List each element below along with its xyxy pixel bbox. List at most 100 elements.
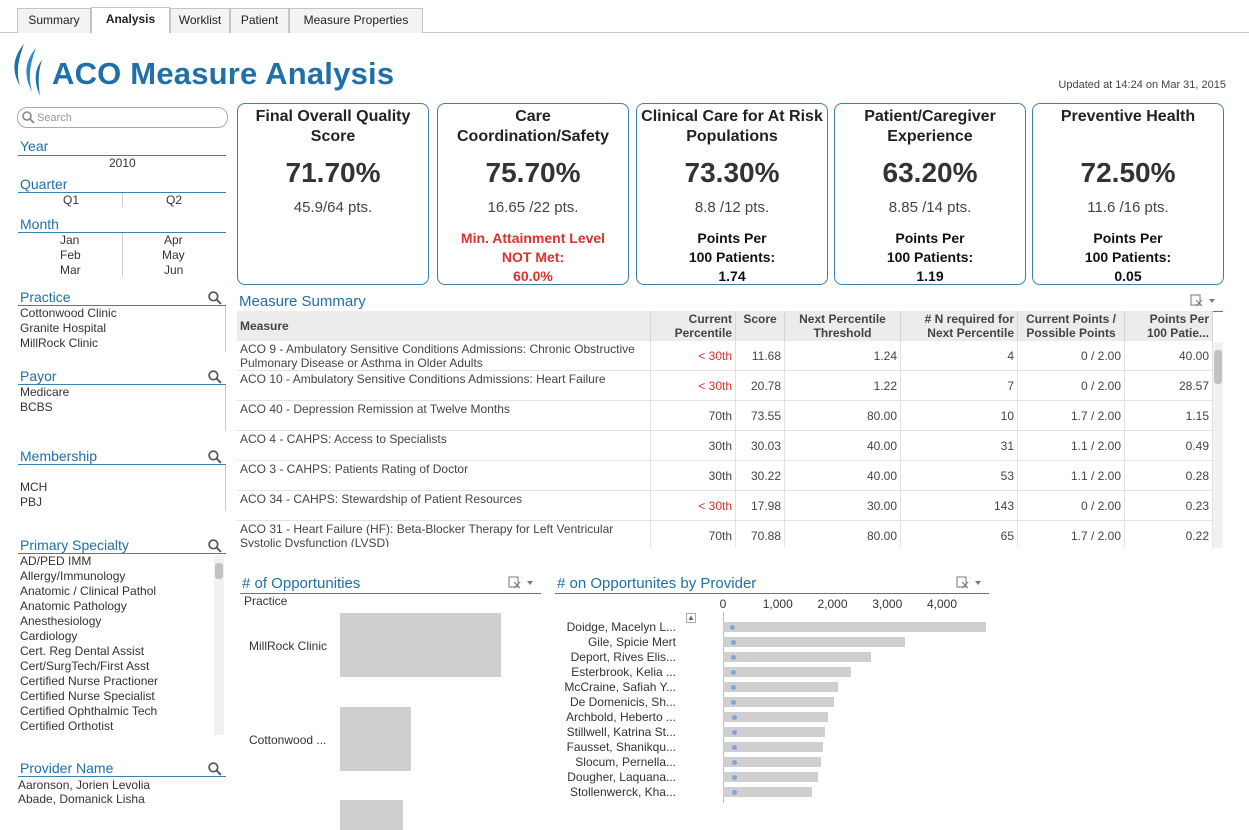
table-row[interactable]: ACO 34 - CAHPS: Stewardship of Patient R… [237,491,1213,521]
provider-name[interactable]: Dougher, Laquana... [567,770,676,784]
list-item[interactable]: Certified Nurse Practioner [20,674,159,688]
opportunity-bar[interactable] [340,707,411,771]
list-item[interactable]: Cardiology [20,629,78,643]
list-item[interactable]: AD/PED IMM [20,554,92,568]
month-feb[interactable]: Feb [60,248,81,262]
list-item[interactable]: BCBS [20,400,53,414]
kpi-card[interactable]: Clinical Care for At Risk Populations 73.… [636,103,828,285]
month-jun[interactable]: Jun [164,263,184,277]
provider-bar[interactable] [723,667,851,677]
list-item[interactable]: Cottonwood Clinic [20,306,117,320]
kpi-card[interactable]: Final Overall Quality Score 71.70% 45.9/64… [237,103,429,285]
search-icon[interactable] [208,762,222,776]
kpi-card[interactable]: Patient/Caregiver Experience 63.20% 8.85 /… [834,103,1026,285]
provider-bar[interactable] [723,637,905,647]
search-icon[interactable] [208,291,222,305]
tab-patient[interactable]: Patient [230,8,289,33]
search-icon[interactable] [208,370,222,384]
opportunity-bar[interactable] [340,613,501,677]
month-may[interactable]: May [162,248,185,262]
list-item[interactable]: Certified Nurse Specialist [20,689,155,703]
provider-bar[interactable] [723,622,986,632]
search-icon[interactable] [208,450,222,464]
list-item[interactable]: Anatomic / Clinical Pathol [20,584,157,598]
clear-selection-icon[interactable] [956,576,984,589]
opportunity-bar[interactable] [340,800,403,830]
list-item[interactable]: Medicare [20,385,70,399]
column-header[interactable]: # N required for Next Percentile [901,311,1018,341]
divider [18,464,226,465]
table-cell: 0.28 [1125,461,1213,491]
clear-selection-icon[interactable] [1190,294,1218,307]
provider-bar[interactable] [723,652,871,662]
provider-name[interactable]: Fausset, Shanikqu... [566,740,676,754]
month-apr[interactable]: Apr [164,233,183,247]
column-header[interactable]: Current Percentile [651,311,736,341]
list-item[interactable]: Cert/SurgTech/First Asst [20,659,150,673]
list-item[interactable]: Anesthesiology [20,614,102,628]
column-header[interactable]: Score [736,311,785,341]
kpi-card[interactable]: Care Coordination/Safety 75.70% 16.65 /22 … [437,103,629,285]
kpi-points: 11.6 /16 pts. [1087,199,1169,216]
provider-bar[interactable] [723,757,821,767]
table-row[interactable]: ACO 40 - Depression Remission at Twelve … [237,401,1213,431]
provider-name[interactable]: De Domenicis, Sh... [569,695,676,709]
table-row[interactable]: ACO 9 - Ambulatory Sensitive Conditions … [237,341,1213,371]
list-item[interactable]: Granite Hospital [20,321,107,335]
list-item[interactable]: PBJ [20,495,43,509]
provider-name[interactable]: Doidge, Macelyn L... [566,620,676,634]
table-row[interactable]: ACO 3 - CAHPS: Patients Rating of Doctor… [237,461,1213,491]
list-item[interactable]: Allergy/Immunology [20,569,126,583]
tab-measure-properties[interactable]: Measure Properties [289,8,423,33]
provider-bar[interactable] [723,727,825,737]
summary-scrollbar[interactable] [1213,342,1223,548]
provider-marker [731,685,736,690]
quarter-q1[interactable]: Q1 [63,193,80,207]
list-item[interactable]: Aaronson, Jorien Levolia [18,778,151,792]
list-item[interactable]: Anatomic Pathology [20,599,127,613]
provider-bar[interactable] [723,697,834,707]
quarter-q2[interactable]: Q2 [166,193,183,207]
scroll-up-icon[interactable]: ▲ [686,613,696,623]
practice-name[interactable]: MillRock Clinic [249,639,328,653]
provider-bar[interactable] [723,772,818,782]
column-header[interactable]: Measure [237,311,651,341]
month-mar[interactable]: Mar [60,263,81,277]
table-row[interactable]: ACO 10 - Ambulatory Sensitive Conditions… [237,371,1213,401]
table-row[interactable]: ACO 4 - CAHPS: Access to Specialists 30th… [237,431,1213,461]
provider-bar[interactable] [723,682,838,692]
provider-name[interactable]: Stillwell, Katrina St... [566,725,676,739]
provider-name[interactable]: McCraine, Safiah Y... [564,680,676,694]
month-jan[interactable]: Jan [60,233,80,247]
provider-name[interactable]: Deport, Rives Elis... [570,650,676,664]
table-row[interactable]: ACO 31 - Heart Failure (HF): Beta-Blocke… [237,521,1213,547]
list-item[interactable]: MCH [20,480,48,494]
practice-name[interactable]: Cottonwood ... [249,733,327,747]
list-item[interactable]: Cert. Reg Dental Assist [20,644,145,658]
search-icon[interactable] [208,539,222,553]
column-header[interactable]: Next Percentile Threshold [785,311,901,341]
list-item[interactable]: Certified Orthotist [20,719,114,733]
specialty-scrollbar[interactable] [214,555,224,735]
list-item[interactable]: MillRock Clinic [20,336,99,350]
provider-name[interactable]: Gile, Spicie Mert [587,635,676,649]
list-item[interactable]: Abade, Domanick Lisha [18,792,145,806]
column-header[interactable]: Points Per 100 Patie... [1125,311,1213,341]
tab-summary[interactable]: Summary [17,8,91,33]
provider-bar[interactable] [723,712,828,722]
list-item[interactable]: Certified Ophthalmic Tech [20,704,158,718]
tab-analysis[interactable]: Analysis [91,7,170,33]
provider-bar[interactable] [723,742,823,752]
table-cell: 30.00 [785,491,901,521]
provider-name[interactable]: Archbold, Heberto ... [565,710,676,724]
year-value[interactable]: 2010 [109,156,136,170]
provider-name[interactable]: Esterbrook, Kelia ... [571,665,676,679]
search-input[interactable]: Search [17,107,228,128]
column-header[interactable]: Current Points / Possible Points [1018,311,1125,341]
provider-name[interactable]: Slocum, Pernella... [575,755,676,769]
clear-selection-icon[interactable] [508,576,536,589]
kpi-card[interactable]: Preventive Health 72.50% 11.6 /16 pts. Poin… [1032,103,1224,285]
provider-name[interactable]: Stollenwerck, Kha... [569,785,676,799]
tab-worklist[interactable]: Worklist [170,8,230,33]
provider-bar[interactable] [723,787,812,797]
